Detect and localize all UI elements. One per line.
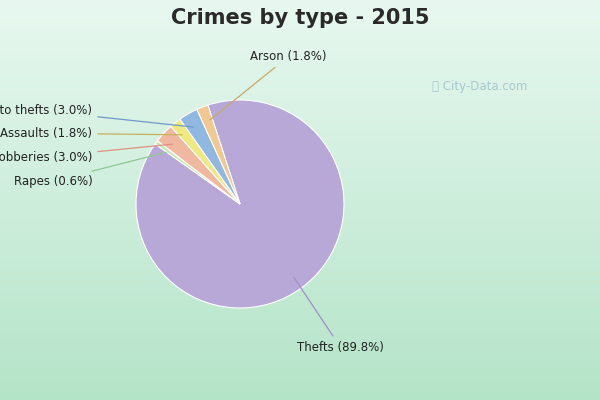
Wedge shape [171,119,240,204]
Wedge shape [157,126,240,204]
Text: Thefts (89.8%): Thefts (89.8%) [294,278,384,354]
Text: Auto thefts (3.0%): Auto thefts (3.0%) [0,104,193,127]
Wedge shape [155,141,240,204]
Text: ⓘ City-Data.com: ⓘ City-Data.com [432,80,527,93]
Text: Rapes (0.6%): Rapes (0.6%) [14,152,166,188]
Text: Robberies (3.0%): Robberies (3.0%) [0,144,172,164]
Wedge shape [136,100,344,308]
Wedge shape [197,105,240,204]
Text: Crimes by type - 2015: Crimes by type - 2015 [171,8,429,28]
Text: Arson (1.8%): Arson (1.8%) [210,50,327,120]
Wedge shape [180,109,240,204]
Text: Assaults (1.8%): Assaults (1.8%) [1,127,182,140]
